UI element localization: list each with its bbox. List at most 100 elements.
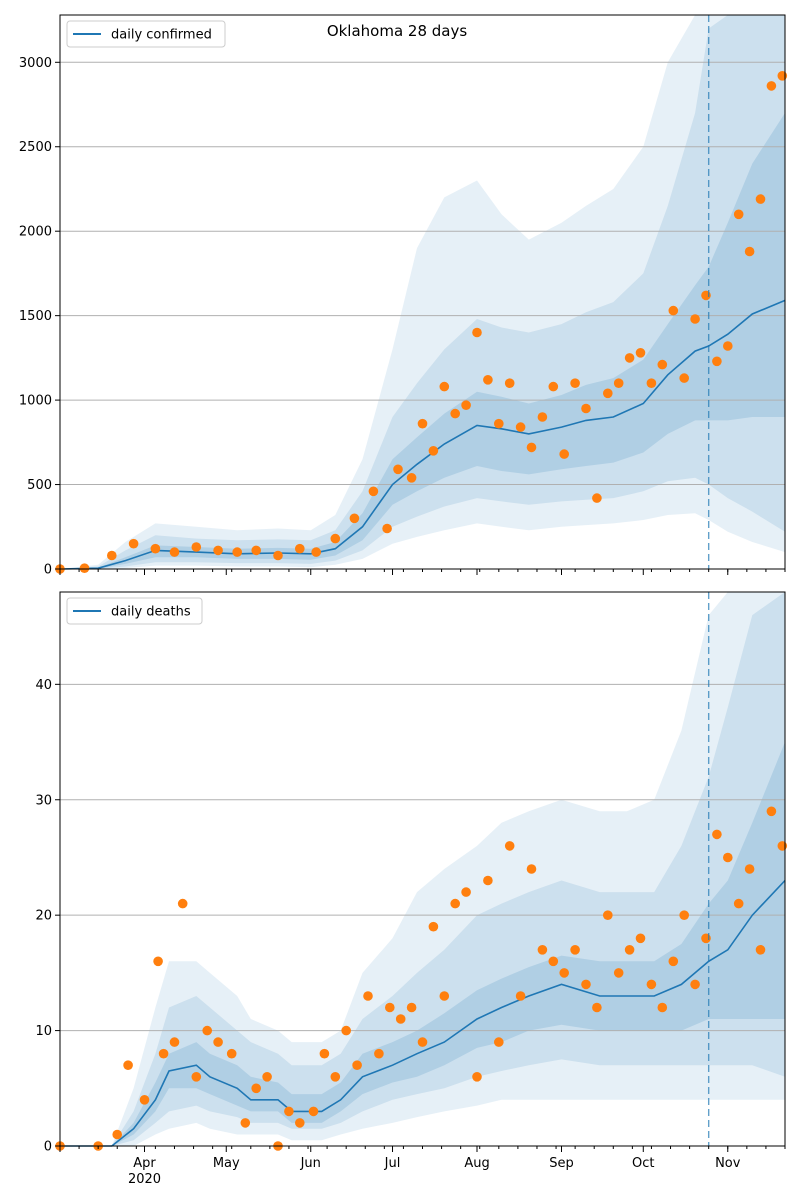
y-gridlines	[60, 61, 785, 486]
y-axis-ticks: 0 10 20 30 40	[35, 678, 60, 1155]
observed-point	[537, 945, 548, 955]
observed-point	[504, 841, 515, 851]
observed-point	[515, 422, 526, 432]
observed-point	[417, 1037, 428, 1047]
observed-point	[202, 1025, 212, 1036]
uncertainty-band	[60, 592, 785, 1146]
observed-point	[570, 378, 580, 389]
observed-point	[191, 542, 202, 552]
observed-point	[483, 875, 493, 886]
observed-point	[635, 933, 646, 944]
observed-point	[515, 991, 526, 1001]
observed-point	[311, 547, 322, 557]
observed-point	[169, 547, 180, 557]
observed-point	[213, 1037, 223, 1047]
observed-point	[363, 991, 373, 1001]
mean-line	[59, 299, 786, 570]
panel-confirmed: 0 500 1000 1500 2000 2500 3000 Oklahoma 28 day…	[19, 14, 788, 578]
y-tick-label: 2500	[19, 140, 52, 155]
observed-point	[308, 1106, 319, 1117]
observed-point	[439, 991, 450, 1001]
y-tick-label: 1000	[19, 394, 52, 409]
observed-point	[733, 209, 744, 220]
observed-point	[559, 449, 569, 459]
y-gridlines	[60, 683, 785, 1032]
observed-point	[428, 446, 439, 456]
observed-point	[319, 1048, 330, 1059]
y-tick-label: 3000	[19, 56, 52, 71]
legend: daily deaths	[66, 597, 203, 625]
x-tick-label: Nov	[715, 1156, 741, 1171]
observed-point	[150, 543, 161, 554]
observed-point	[504, 378, 515, 389]
observed-point	[472, 327, 482, 338]
legend: daily confirmed	[66, 20, 226, 48]
observed-point	[744, 246, 755, 257]
observed-point	[526, 864, 537, 874]
observed-point	[581, 979, 591, 990]
observed-point	[330, 1072, 341, 1082]
observed-point	[226, 1048, 237, 1059]
observed-point	[570, 945, 580, 955]
mean-line	[60, 879, 786, 1147]
observed-point	[777, 841, 788, 851]
observed-point	[406, 473, 417, 483]
observed-point	[349, 513, 360, 524]
y-tick-label: 40	[35, 678, 52, 693]
observed-point	[395, 1014, 406, 1024]
x-tick-label: May	[213, 1156, 240, 1171]
observed-point	[191, 1072, 202, 1082]
x-tick-label: 2020	[128, 1172, 161, 1187]
observed-points	[55, 71, 788, 574]
observed-point	[461, 887, 471, 897]
observed-point	[232, 547, 242, 557]
observed-point	[352, 1060, 362, 1070]
observed-point	[723, 341, 733, 351]
observed-point	[251, 1083, 261, 1094]
observed-point	[613, 968, 624, 978]
observed-point	[712, 356, 722, 367]
observed-point	[526, 442, 537, 453]
y-tick-label: 30	[35, 793, 52, 808]
observed-point	[646, 378, 657, 389]
observed-point	[592, 493, 602, 503]
observed-point	[537, 412, 548, 422]
observed-point	[128, 538, 139, 549]
observed-point	[679, 373, 689, 383]
uncertainty-bands	[60, 592, 785, 1146]
observed-point	[777, 71, 788, 81]
observed-point	[581, 403, 591, 414]
mean-line-path	[60, 879, 786, 1147]
observed-point	[624, 353, 635, 363]
observed-point	[450, 408, 461, 419]
y-tick-label: 1500	[19, 309, 52, 324]
observed-point	[548, 381, 559, 392]
observed-point	[712, 829, 722, 840]
observed-point	[374, 1048, 384, 1059]
observed-point	[295, 543, 305, 554]
observed-point	[657, 359, 668, 370]
observed-point	[273, 550, 283, 561]
uncertainty-band	[60, 742, 785, 1146]
x-tick-label: Jun	[300, 1156, 321, 1171]
x-tick-label: Oct	[632, 1156, 654, 1171]
observed-point	[624, 945, 635, 955]
y-tick-label: 0	[44, 563, 52, 578]
observed-point	[393, 464, 403, 475]
observed-point	[417, 418, 428, 429]
observed-point	[240, 1118, 251, 1128]
observed-point	[341, 1025, 352, 1036]
observed-point	[368, 486, 379, 497]
legend-label: daily deaths	[111, 605, 191, 620]
observed-point	[494, 1037, 504, 1047]
observed-point	[428, 921, 439, 932]
y-axis-ticks: 0 500 1000 1500 2000 2500 3000	[19, 56, 60, 578]
x-axis-ticks	[59, 569, 786, 575]
observed-point	[635, 348, 646, 358]
observed-point	[123, 1060, 133, 1070]
legend-label: daily confirmed	[111, 28, 212, 43]
observed-point	[295, 1118, 305, 1128]
observed-point	[592, 1002, 602, 1013]
